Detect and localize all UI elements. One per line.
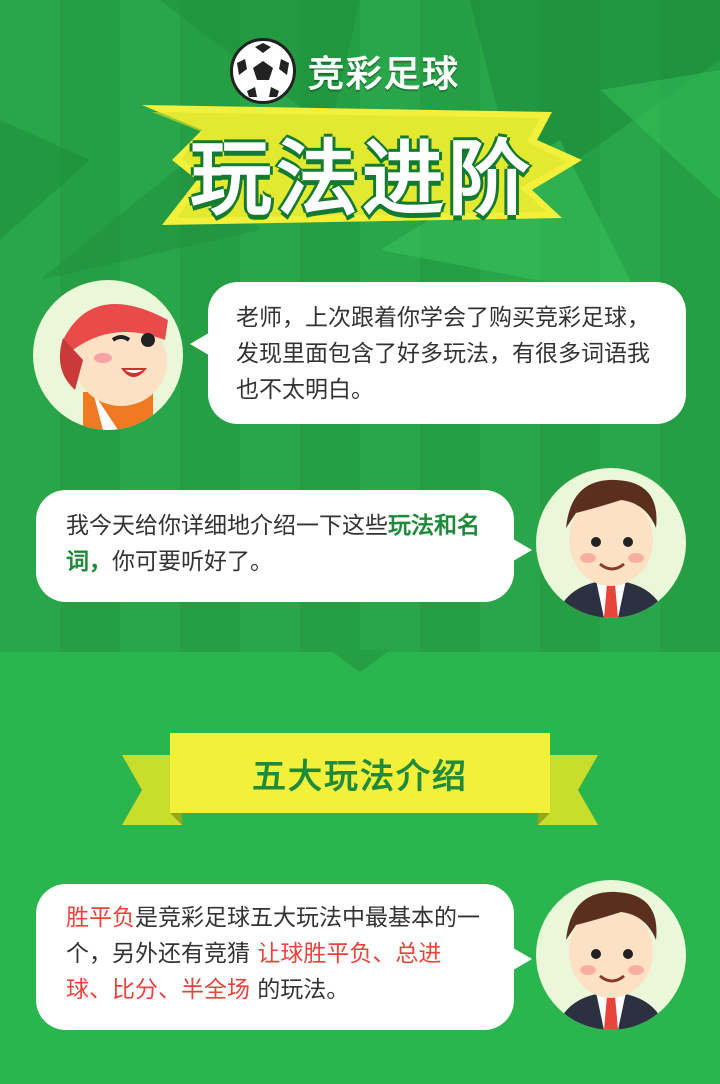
- page-title-block: 玩法进阶: [142, 100, 582, 230]
- page-title: 玩法进阶: [189, 132, 534, 227]
- student-message: 老师，上次跟着你学会了购买竞彩足球，发现里面包含了好多玩法，有很多词语我也不太明…: [236, 305, 650, 403]
- ribbon-banner: 五大玩法介绍: [170, 733, 550, 813]
- intro-text-2: 的玩法。: [250, 977, 350, 1003]
- soccer-ball-icon: [230, 38, 296, 104]
- ribbon-ends: [122, 755, 598, 825]
- teacher-message-start: 我今天给你详细地介绍一下这些: [66, 513, 388, 539]
- teacher-message-end: 你可要听好了。: [112, 549, 273, 575]
- intro-highlight-2: 让球胜平负、总进球、比分、半全场: [66, 941, 442, 1003]
- title-wing-shape: [142, 105, 582, 225]
- intro-speech-bubble: 胜平负是竞彩足球五大玩法中最基本的一个，另外还有竞猜 让球胜平负、总进球、比分、…: [36, 884, 514, 1030]
- student-avatar: [33, 280, 183, 430]
- logo-text: 竞彩足球: [308, 54, 461, 95]
- brand-logo: 竞彩足球: [230, 36, 460, 106]
- teacher-avatar-2: [536, 880, 686, 1030]
- teacher-message-highlight: 玩法和名词，: [66, 513, 480, 575]
- section-ribbon: 五大玩法介绍: [122, 733, 598, 829]
- section-divider-notch: [330, 650, 390, 672]
- intro-text-1: 是竞彩足球五大玩法中最基本的一个，另外还有竞猜: [66, 905, 480, 967]
- teacher-avatar: [536, 468, 686, 618]
- student-speech-bubble: 老师，上次跟着你学会了购买竞彩足球，发现里面包含了好多玩法，有很多词语我也不太明…: [208, 282, 686, 424]
- teacher-speech-bubble: 我今天给你详细地介绍一下这些玩法和名词，你可要听好了。: [36, 490, 514, 602]
- section-title: 五大玩法介绍: [252, 756, 468, 797]
- intro-highlight-1: 胜平负: [66, 905, 135, 931]
